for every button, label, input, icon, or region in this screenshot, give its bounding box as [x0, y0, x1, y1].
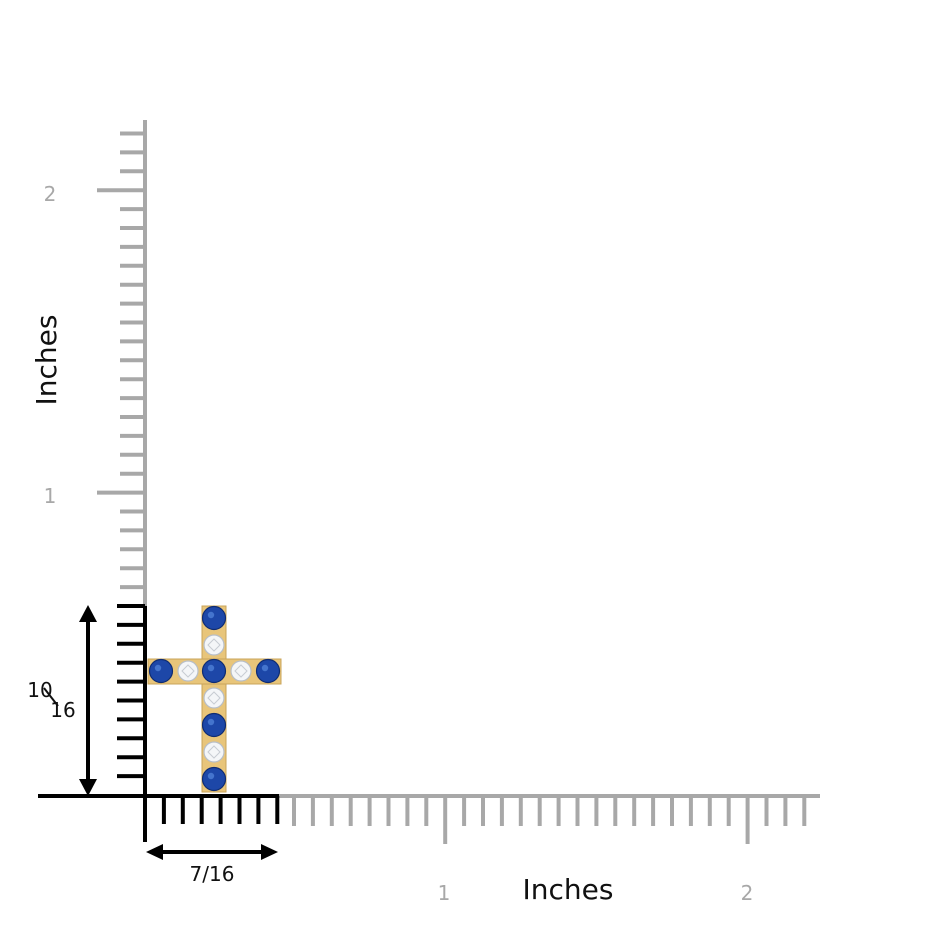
- width-label: 7/16: [190, 862, 235, 886]
- diamond-facet: [181, 664, 195, 678]
- diamond-facet: [207, 745, 221, 759]
- width-arrow-head-right: [261, 844, 278, 860]
- y-tick-label-1: 1: [44, 484, 57, 508]
- column-stone-diamond: [203, 687, 225, 709]
- column-stone-sapphire: [201, 605, 227, 631]
- diamond-facet: [207, 638, 221, 652]
- sapphire-highlight: [207, 718, 215, 726]
- gray-ruler: [97, 120, 820, 844]
- x-axis-title: Inches: [523, 873, 614, 906]
- cross-pendant: [147, 605, 282, 793]
- height-numerator: 10: [27, 678, 52, 702]
- arm-stone-diamond: [177, 660, 199, 682]
- column-stone-sapphire: [201, 658, 227, 684]
- sapphire-highlight: [154, 664, 162, 672]
- arm-stone-sapphire: [255, 658, 281, 684]
- diamond-facet: [207, 691, 221, 705]
- column-stone-sapphire: [201, 712, 227, 738]
- sapphire-highlight: [207, 772, 215, 780]
- column-stone-sapphire: [201, 766, 227, 792]
- height-denominator: 16: [50, 698, 75, 722]
- sapphire-highlight: [207, 664, 215, 672]
- arm-stone-diamond: [230, 660, 252, 682]
- y-tick-label-2: 2: [44, 182, 57, 206]
- x-tick-label-2: 2: [741, 881, 754, 905]
- y-axis-title: Inches: [30, 315, 63, 406]
- arm-stone-sapphire: [148, 658, 174, 684]
- column-stone-diamond: [203, 634, 225, 656]
- sapphire-highlight: [261, 664, 269, 672]
- height-arrow-head-down: [79, 779, 97, 796]
- sapphire-highlight: [207, 611, 215, 619]
- column-stone-diamond: [203, 741, 225, 763]
- black-ruler: [38, 604, 280, 860]
- width-arrow-head-left: [146, 844, 163, 860]
- height-arrow-head-up: [79, 605, 97, 622]
- height-fraction-slash: [43, 687, 59, 707]
- x-tick-label-1: 1: [438, 881, 451, 905]
- diamond-facet: [234, 664, 248, 678]
